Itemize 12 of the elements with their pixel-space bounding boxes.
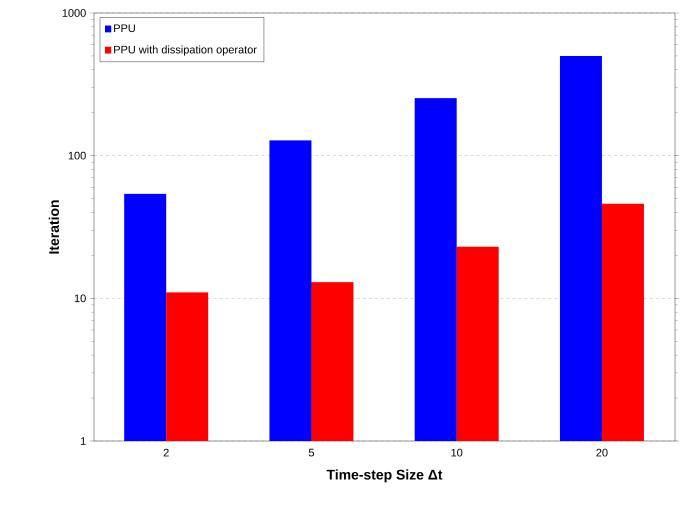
x-tick-label: 20 <box>596 448 608 457</box>
y-tick-label: 1 <box>80 437 86 445</box>
y-tick-label: 10 <box>74 294 86 302</box>
x-axis-title: Time-step Size Δt <box>326 469 442 482</box>
x-tick-label: 10 <box>451 448 462 457</box>
y-tick-label: 100 <box>68 152 86 160</box>
y-tick-label: 1000 <box>62 9 86 17</box>
x-tick-label: 2 <box>164 448 169 456</box>
legend-label: PPU with dissipation operator <box>114 45 257 56</box>
x-tick-label: 5 <box>308 448 314 456</box>
legend-label: PPU <box>114 24 135 32</box>
y-axis-title: Iteration <box>48 200 59 254</box>
